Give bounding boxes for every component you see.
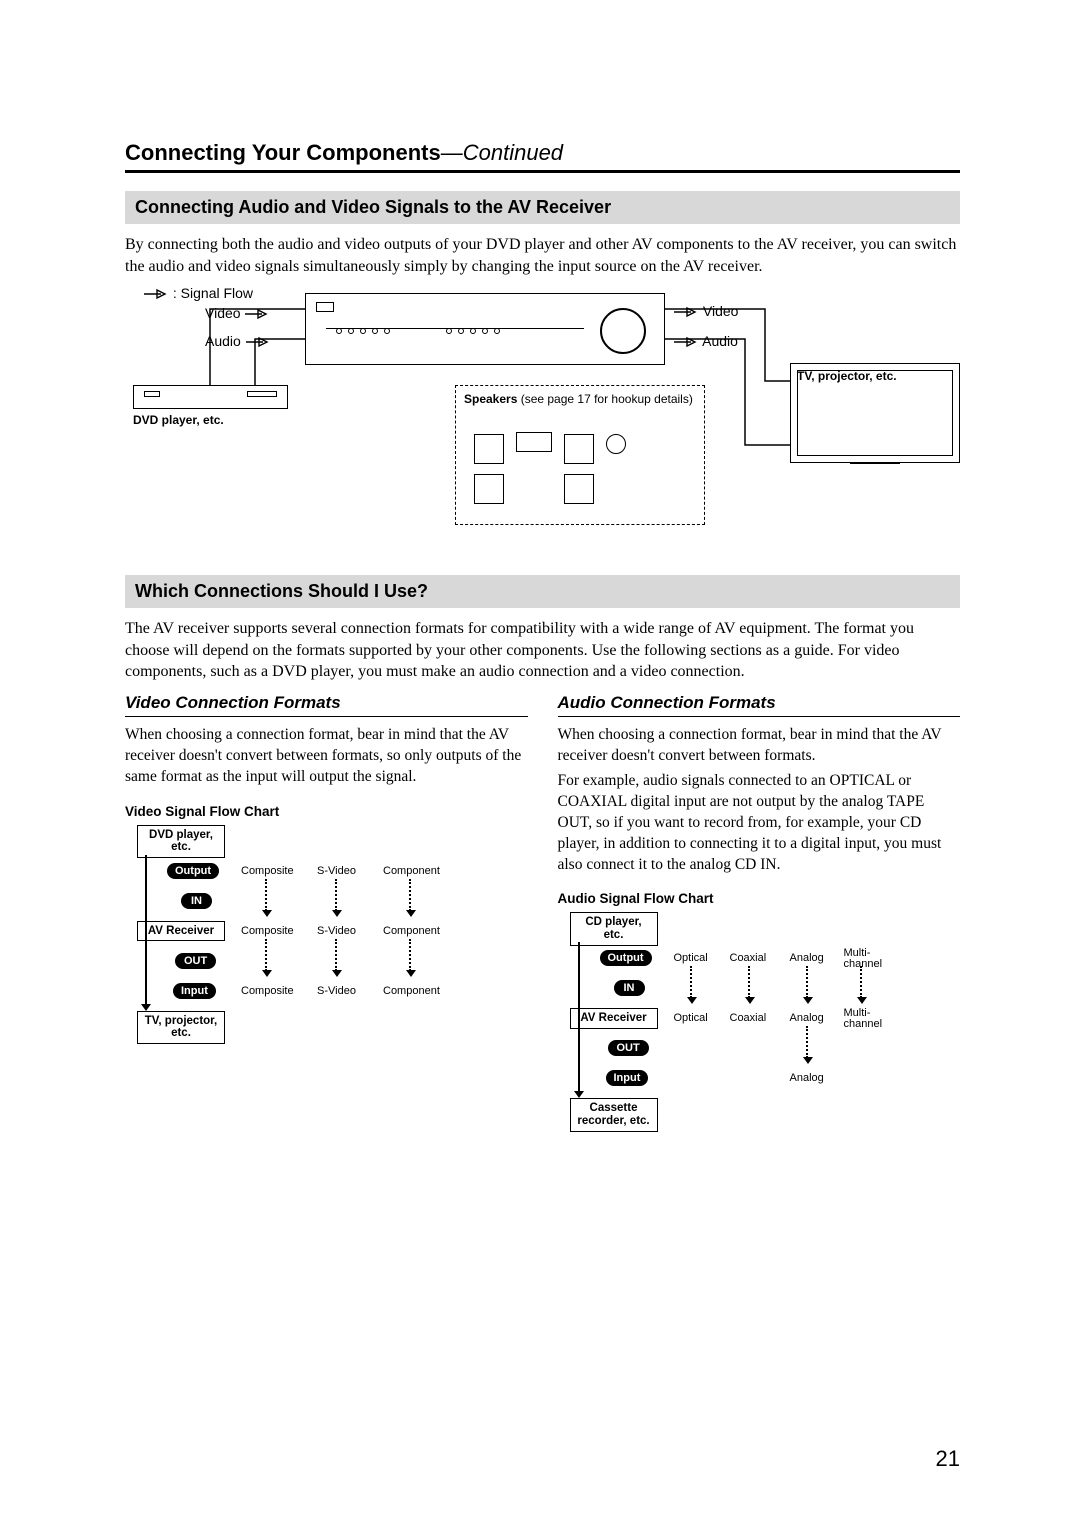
video-sink-box: TV, projector, etc. bbox=[137, 1011, 225, 1044]
audio-in-pill: IN bbox=[614, 980, 645, 996]
video-input-pill: Input bbox=[173, 983, 216, 999]
a-lbl-0: Optical bbox=[674, 952, 708, 964]
audio-input-pill: Input bbox=[606, 1070, 649, 1086]
a-lbl-8: Analog bbox=[790, 1072, 824, 1084]
section-heading-1: Connecting Audio and Video Signals to th… bbox=[125, 191, 960, 224]
audio-receiver-box: AV Receiver bbox=[570, 1008, 658, 1029]
v-lbl-6: Composite bbox=[241, 985, 294, 997]
video-receiver-box: AV Receiver bbox=[137, 921, 225, 942]
page-title: Connecting Your Components—Continued bbox=[125, 140, 960, 173]
v-lbl-0: Composite bbox=[241, 865, 294, 877]
a-lbl-1: Coaxial bbox=[730, 952, 767, 964]
video-body: When choosing a connection format, bear … bbox=[125, 725, 528, 788]
v-lbl-2: Component bbox=[383, 865, 440, 877]
video-column: Video Connection Formats When choosing a… bbox=[125, 693, 528, 1172]
a-lbl-5: Coaxial bbox=[730, 1012, 767, 1024]
v-lbl-5: Component bbox=[383, 925, 440, 937]
section1-body: By connecting both the audio and video o… bbox=[125, 234, 960, 277]
video-out-pill: OUT bbox=[175, 953, 216, 969]
section2-body: The AV receiver supports several connect… bbox=[125, 618, 960, 683]
diagram-wires bbox=[125, 285, 960, 545]
section-heading-2: Which Connections Should I Use? bbox=[125, 575, 960, 608]
a-lbl-7: Multi-channel bbox=[844, 1008, 888, 1030]
page-number: 21 bbox=[936, 1446, 960, 1472]
audio-sink-box: Cassette recorder, etc. bbox=[570, 1098, 658, 1131]
video-chart-title: Video Signal Flow Chart bbox=[125, 804, 528, 819]
v-lbl-8: Component bbox=[383, 985, 440, 997]
flow-arrow-icon bbox=[578, 942, 580, 1092]
audio-body2: For example, audio signals connected to … bbox=[558, 771, 961, 876]
audio-output-pill: Output bbox=[600, 950, 652, 966]
audio-source-box: CD player, etc. bbox=[570, 912, 658, 945]
title-continued: —Continued bbox=[441, 140, 563, 165]
video-subheading: Video Connection Formats bbox=[125, 693, 528, 717]
audio-body1: When choosing a connection format, bear … bbox=[558, 725, 961, 767]
video-source-box: DVD player, etc. bbox=[137, 825, 225, 858]
title-main: Connecting Your Components bbox=[125, 140, 441, 165]
audio-out-pill: OUT bbox=[608, 1040, 649, 1056]
v-lbl-4: S-Video bbox=[317, 925, 356, 937]
v-lbl-1: S-Video bbox=[317, 865, 356, 877]
a-lbl-2: Analog bbox=[790, 952, 824, 964]
a-lbl-4: Optical bbox=[674, 1012, 708, 1024]
audio-flowchart: CD player, etc. Output IN AV Receiver OU… bbox=[558, 912, 961, 1172]
a-lbl-6: Analog bbox=[790, 1012, 824, 1024]
audio-chart-title: Audio Signal Flow Chart bbox=[558, 891, 961, 906]
connection-diagram: : Signal Flow Video Audio Video Audio DV… bbox=[125, 285, 960, 545]
v-lbl-7: S-Video bbox=[317, 985, 356, 997]
video-flowchart: DVD player, etc. Output IN AV Receiver O… bbox=[125, 825, 528, 1085]
video-in-pill: IN bbox=[181, 893, 212, 909]
v-lbl-3: Composite bbox=[241, 925, 294, 937]
flow-arrow-icon bbox=[145, 855, 147, 1005]
a-lbl-3: Multi-channel bbox=[844, 948, 888, 970]
video-output-pill: Output bbox=[167, 863, 219, 879]
audio-column: Audio Connection Formats When choosing a… bbox=[558, 693, 961, 1172]
audio-subheading: Audio Connection Formats bbox=[558, 693, 961, 717]
